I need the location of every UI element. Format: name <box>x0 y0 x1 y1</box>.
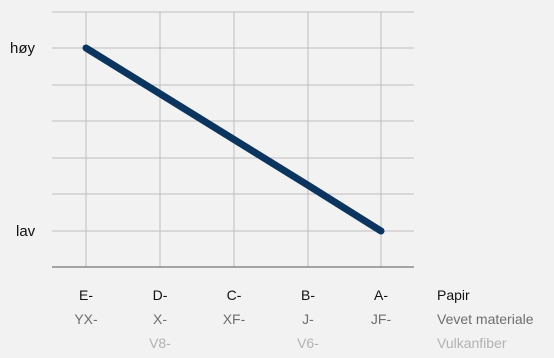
x-tick-label-row-1-4: B- <box>301 287 315 303</box>
x-tick-label-row-1-1: E- <box>79 287 93 303</box>
x-tick-label-row-2-2: X- <box>153 311 167 327</box>
x-tick-label-row-1-5: A- <box>374 287 388 303</box>
y-tick-label-top: høy <box>10 40 36 57</box>
x-tick-label-row-2-4: J- <box>302 311 314 327</box>
y-tick-label-bottom: lav <box>16 223 36 240</box>
x-tick-label-row-3-2: V8- <box>149 335 171 351</box>
series-line <box>82 44 385 235</box>
category-row-label-2: Vevet materiale <box>437 311 534 327</box>
x-tick-label-row-3-4: V6- <box>297 335 319 351</box>
x-tick-label-row-1-2: D- <box>153 287 168 303</box>
x-tick-label-row-1-3: C- <box>227 287 242 303</box>
category-row-label-3: Vulkanfiber <box>437 335 507 351</box>
x-tick-label-row-2-3: XF- <box>223 311 246 327</box>
x-tick-label-row-2-5: JF- <box>371 311 392 327</box>
category-row-label-1: Papir <box>437 287 470 303</box>
x-tick-label-row-2-1: YX- <box>74 311 98 327</box>
